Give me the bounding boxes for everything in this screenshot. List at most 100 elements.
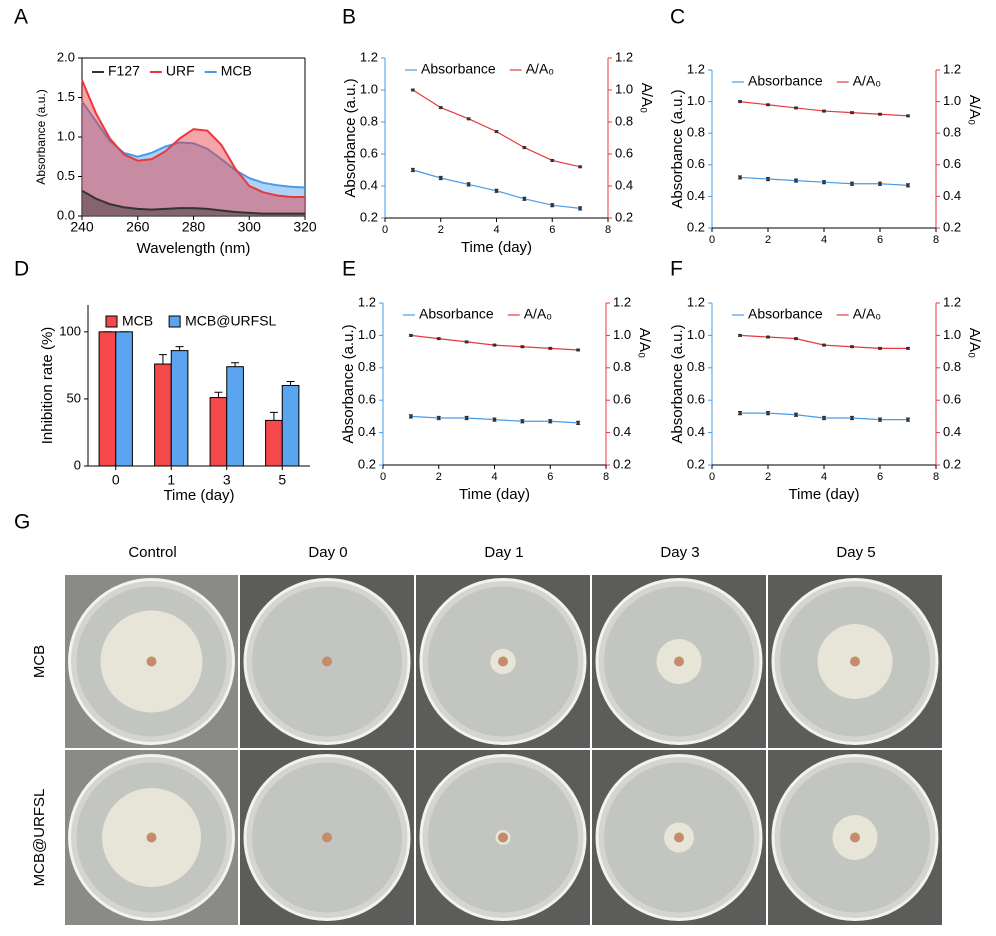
x-tick-label: 0 bbox=[709, 471, 715, 483]
legend-label: A/A₀ bbox=[524, 306, 553, 322]
y-axis-label: Absorbance (a.u.) bbox=[34, 89, 48, 184]
y2-axis-label: A/A₀ bbox=[966, 95, 983, 125]
y2-tick-label: 1.2 bbox=[943, 294, 961, 309]
x-tick-label: 2 bbox=[765, 471, 771, 483]
area-fill bbox=[82, 80, 305, 217]
y-tick-label: 1.2 bbox=[358, 294, 376, 309]
x-tick-label: 260 bbox=[126, 219, 150, 235]
point bbox=[548, 346, 552, 350]
bar bbox=[265, 419, 283, 467]
point bbox=[578, 165, 582, 169]
y2-tick-label: 0.2 bbox=[613, 456, 631, 471]
point bbox=[439, 176, 443, 180]
y-tick-label: 0.8 bbox=[360, 113, 378, 128]
x-tick-label: 0 bbox=[112, 472, 120, 488]
y2-axis-label: A/A₀ bbox=[966, 328, 983, 358]
y2-tick-label: 0.8 bbox=[613, 359, 631, 374]
y-tick-label: 0.4 bbox=[358, 424, 376, 439]
plug bbox=[322, 832, 332, 843]
y2-tick-label: 0.4 bbox=[615, 177, 633, 192]
y-tick-label: 0.8 bbox=[358, 359, 376, 374]
y2-tick-label: 0.8 bbox=[943, 359, 961, 374]
legend-label: Absorbance bbox=[748, 306, 823, 322]
point bbox=[766, 335, 770, 339]
x-tick-label: 2 bbox=[438, 224, 444, 236]
y-tick-label: 50 bbox=[67, 390, 81, 405]
point bbox=[493, 418, 496, 422]
legend-label: MCB@URFSL bbox=[185, 313, 276, 329]
y-tick-label: 0.5 bbox=[57, 168, 75, 183]
point bbox=[766, 411, 770, 415]
point bbox=[738, 175, 742, 179]
legend-label: Absorbance bbox=[419, 306, 494, 322]
x-tick-label: 4 bbox=[821, 234, 827, 246]
bar bbox=[209, 397, 228, 467]
point bbox=[411, 88, 415, 92]
x-axis-label: Time (day) bbox=[461, 239, 532, 256]
legend-label: Absorbance bbox=[748, 73, 823, 89]
y2-tick-label: 0.6 bbox=[943, 156, 961, 171]
point bbox=[576, 348, 580, 352]
bar bbox=[170, 350, 189, 467]
y2-axis-label: A/A₀ bbox=[636, 328, 653, 358]
x-tick-label: 0 bbox=[380, 471, 386, 483]
column-header: Day 3 bbox=[660, 544, 699, 561]
x-tick-label: 300 bbox=[238, 219, 262, 235]
line bbox=[412, 89, 581, 168]
point bbox=[522, 197, 526, 201]
line bbox=[739, 101, 909, 117]
column-header: Control bbox=[128, 544, 176, 561]
y2-tick-label: 0.4 bbox=[613, 424, 631, 439]
plug bbox=[674, 832, 684, 843]
x-tick-label: 6 bbox=[549, 224, 555, 236]
y2-tick-label: 0.4 bbox=[943, 188, 961, 203]
x-tick-label: 5 bbox=[278, 472, 286, 488]
x-axis-label: Time (day) bbox=[459, 486, 530, 503]
x-tick-label: 0 bbox=[709, 234, 715, 246]
point bbox=[437, 337, 441, 341]
y-tick-label: 1.0 bbox=[360, 81, 378, 96]
x-axis-label: Time (day) bbox=[163, 487, 234, 504]
x-tick-label: 4 bbox=[493, 224, 499, 236]
area-fill bbox=[82, 101, 305, 216]
point bbox=[495, 130, 498, 134]
x-axis-label: Time (day) bbox=[788, 486, 859, 503]
x-tick-label: 240 bbox=[70, 219, 94, 235]
point bbox=[437, 416, 441, 420]
plug bbox=[322, 656, 332, 667]
bar bbox=[226, 366, 244, 467]
panel-label: G bbox=[14, 511, 30, 534]
x-tick-label: 0 bbox=[382, 224, 388, 236]
x-tick-label: 6 bbox=[877, 471, 883, 483]
x-tick-label: 4 bbox=[491, 471, 497, 483]
legend-label: A/A₀ bbox=[853, 306, 882, 322]
x-tick-label: 8 bbox=[603, 471, 609, 483]
x-tick-label: 3 bbox=[223, 472, 231, 488]
y-axis-label: Absorbance (a.u.) bbox=[342, 78, 359, 197]
error-bar bbox=[175, 346, 184, 351]
legend-swatch bbox=[105, 315, 118, 328]
legend-label: Absorbance bbox=[421, 61, 496, 77]
point bbox=[738, 333, 742, 337]
point bbox=[409, 414, 413, 418]
plug bbox=[146, 832, 157, 843]
point bbox=[550, 203, 554, 207]
legend-swatch bbox=[168, 315, 181, 328]
y-tick-label: 1.5 bbox=[57, 89, 75, 104]
y-tick-label: 0.6 bbox=[687, 392, 705, 407]
point bbox=[878, 346, 882, 350]
legend-label: MCB bbox=[221, 63, 252, 79]
panel-label: F bbox=[670, 258, 683, 281]
point bbox=[520, 345, 524, 349]
x-tick-label: 8 bbox=[933, 234, 939, 246]
bar bbox=[98, 331, 117, 467]
legend-label: URF bbox=[166, 63, 195, 79]
column-header: Day 5 bbox=[836, 544, 875, 561]
y-tick-label: 0.2 bbox=[358, 456, 376, 471]
y-tick-label: 2.0 bbox=[57, 49, 75, 64]
y-tick-label: 0.4 bbox=[360, 177, 378, 192]
y-tick-label: 0.8 bbox=[687, 359, 705, 374]
legend-label: MCB bbox=[122, 313, 153, 329]
point bbox=[738, 100, 742, 104]
